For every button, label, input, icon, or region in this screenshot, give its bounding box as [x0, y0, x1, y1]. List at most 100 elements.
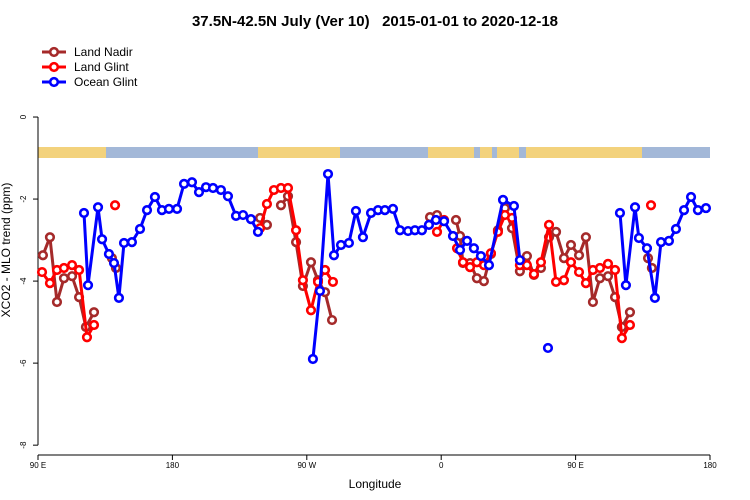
data-point: [163, 203, 175, 215]
data-point: [350, 205, 362, 217]
data-point: [565, 239, 577, 251]
data-point: [171, 203, 183, 215]
data-point: [327, 276, 339, 288]
data-point: [629, 202, 641, 213]
chart-title: 37.5N-42.5N July (Ver 10) 2015-01-01 to …: [192, 13, 558, 30]
data-point: [508, 200, 520, 212]
y-tick-label: 0: [19, 114, 28, 119]
data-point: [461, 235, 473, 246]
land-band: [526, 147, 642, 158]
x-tick-label: 90 E: [567, 461, 583, 470]
data-point: [44, 278, 56, 289]
data-point: [521, 259, 533, 271]
data-point: [81, 332, 93, 343]
data-point: [649, 292, 660, 304]
data-point: [207, 182, 219, 194]
ocean-band: [38, 147, 710, 158]
data-point: [620, 280, 632, 291]
data-point: [587, 296, 599, 308]
data-point: [431, 226, 443, 237]
data-point: [430, 214, 442, 226]
x-tick-label: 180: [703, 461, 717, 470]
land-band: [480, 147, 492, 158]
data-point: [394, 225, 406, 236]
data-point: [645, 200, 657, 211]
data-point: [573, 250, 585, 261]
data-point: [521, 250, 533, 262]
data-point: [616, 333, 627, 344]
legend-marker: [48, 46, 60, 58]
data-point: [464, 262, 476, 273]
data-point: [475, 250, 487, 262]
series: [78, 168, 712, 365]
data-point: [96, 234, 108, 245]
land-band: [428, 147, 474, 158]
data-point: [663, 235, 675, 246]
data-point: [58, 273, 70, 284]
data-point: [103, 248, 115, 260]
data-point: [335, 239, 347, 251]
data-point: [88, 319, 100, 331]
data-point: [326, 314, 338, 326]
data-point: [51, 296, 63, 308]
data-point: [343, 237, 355, 249]
data-point: [282, 182, 294, 194]
data-point: [141, 205, 153, 216]
data-point: [700, 202, 712, 214]
data-point: [447, 230, 459, 242]
data-point: [126, 237, 138, 248]
data-point: [641, 243, 653, 254]
data-point: [73, 264, 85, 276]
data-point: [58, 262, 70, 274]
data-point: [305, 305, 317, 316]
data-point: [322, 168, 334, 180]
x-axis-label: Longitude: [349, 477, 402, 491]
data-point: [118, 237, 130, 249]
data-point: [594, 262, 606, 274]
data-point: [670, 223, 682, 235]
data-point: [624, 307, 636, 318]
data-point: [542, 342, 554, 354]
data-point: [66, 259, 78, 271]
data-point: [245, 214, 257, 225]
data-point: [328, 250, 340, 261]
data-point: [558, 253, 570, 264]
data-point: [457, 257, 469, 268]
data-point: [44, 232, 56, 243]
data-point: [438, 216, 450, 227]
y-axis-label: XCO2 - MLO trend (ppm): [0, 183, 13, 318]
data-point: [178, 178, 190, 189]
data-point: [297, 275, 309, 286]
data-point: [685, 191, 697, 203]
data-point: [594, 273, 606, 284]
data-point: [36, 266, 48, 278]
data-point: [66, 271, 78, 282]
legend-label: Ocean Glint: [74, 75, 138, 89]
y-tick-label: -4: [19, 277, 28, 285]
x-tick-label: 90 W: [297, 461, 316, 470]
land-band: [258, 147, 340, 158]
legend-label: Land Glint: [74, 60, 129, 74]
data-point: [692, 205, 704, 216]
legend-marker: [48, 61, 60, 73]
data-point: [290, 225, 302, 236]
data-point: [215, 184, 227, 196]
y-tick-label: -6: [19, 359, 28, 367]
data-point: [149, 191, 161, 203]
data-point: [655, 237, 667, 248]
data-point: [565, 257, 577, 268]
data-point: [573, 266, 585, 278]
data-point: [580, 278, 592, 289]
data-point: [82, 280, 94, 291]
data-point: [37, 250, 49, 261]
data-point: [78, 207, 90, 219]
data-point: [113, 292, 125, 304]
data-point: [450, 214, 462, 226]
data-point: [550, 226, 562, 237]
x-tick-label: 180: [166, 461, 180, 470]
data-point: [186, 177, 198, 188]
data-point: [514, 255, 525, 266]
x-tick-label: 0: [439, 461, 444, 470]
